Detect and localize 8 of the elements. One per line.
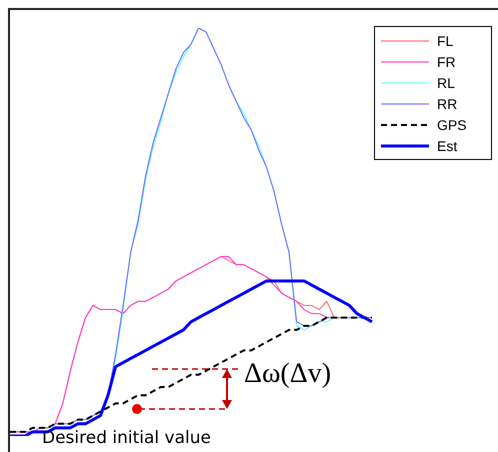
- legend-label: Est: [437, 138, 458, 154]
- legend-label: RL: [437, 74, 455, 90]
- annotation: Δω(Δv): [244, 358, 332, 390]
- legend-label: FL: [437, 32, 454, 48]
- legend-label: RR: [437, 96, 458, 112]
- legend-label: FR: [437, 54, 456, 70]
- annotation: Desired initial value: [42, 428, 211, 448]
- legend-label: GPS: [437, 116, 467, 132]
